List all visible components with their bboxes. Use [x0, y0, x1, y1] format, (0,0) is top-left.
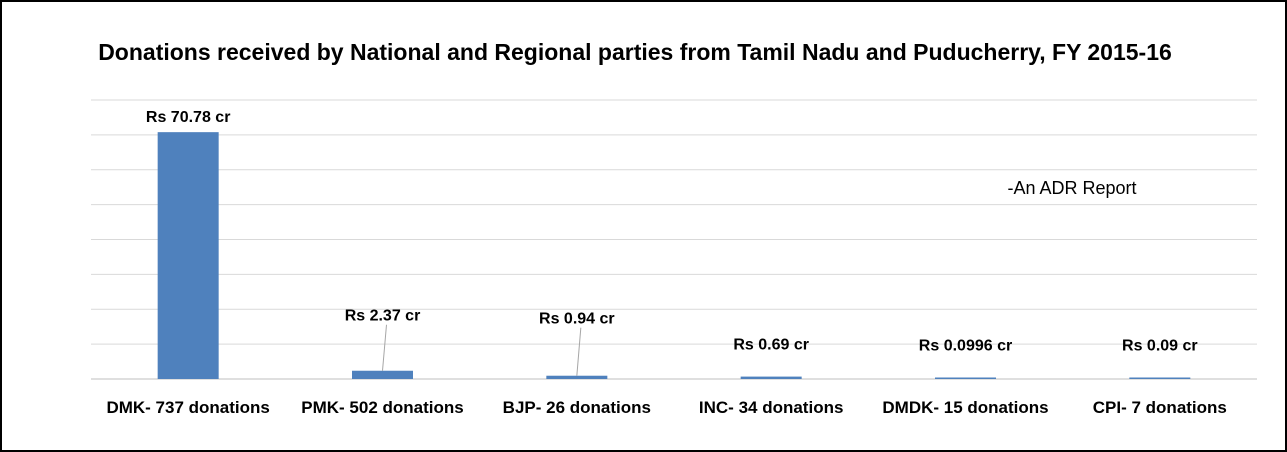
label-leaders [382, 324, 582, 376]
data-label: Rs 0.0996 cr [919, 338, 1012, 355]
category-label: DMK- 737 donations [106, 398, 269, 417]
data-label: Rs 0.09 cr [1122, 338, 1198, 355]
gridlines [91, 99, 1257, 380]
chart-title: Donations received by National and Regio… [98, 39, 1172, 65]
data-label: Rs 0.94 cr [539, 311, 615, 328]
bar [740, 376, 802, 379]
category-label: BJP- 26 donations [503, 398, 651, 417]
category-label: INC- 34 donations [699, 398, 844, 417]
bar [157, 132, 219, 379]
category-label: CPI- 7 donations [1093, 398, 1227, 417]
label-leader-line [576, 327, 582, 376]
source-annotation: -An ADR Report [1007, 178, 1136, 198]
category-labels: DMK- 737 donations PMK- 502 donations BJP-… [106, 398, 1226, 417]
label-leader-line [382, 324, 387, 371]
category-label: DMDK- 15 donations [882, 398, 1048, 417]
data-label: Rs 2.37 cr [345, 308, 421, 325]
category-label: PMK- 502 donations [301, 398, 463, 417]
bar [546, 375, 608, 379]
data-labels: Rs 70.78 cr Rs 2.37 cr Rs 0.94 cr Rs 0.69 c… [146, 109, 1198, 354]
data-label: Rs 70.78 cr [146, 109, 231, 126]
bar [1129, 377, 1191, 379]
data-label: Rs 0.69 cr [733, 337, 809, 354]
bars [157, 132, 1191, 379]
bar [935, 377, 996, 379]
bar [352, 370, 413, 379]
